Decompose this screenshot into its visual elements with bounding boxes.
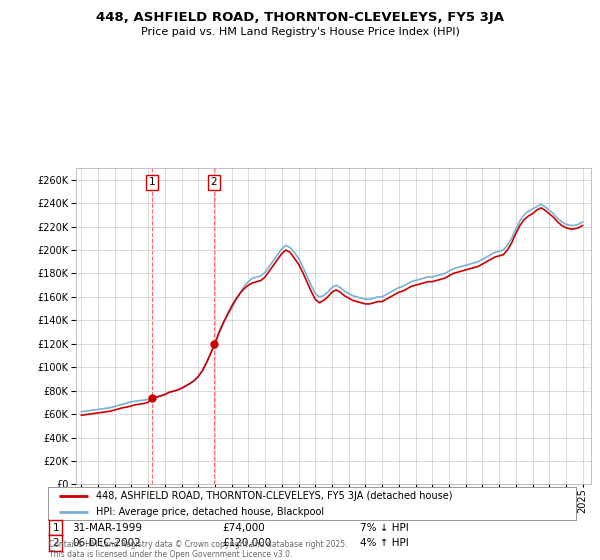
Text: 4% ↑ HPI: 4% ↑ HPI — [360, 538, 409, 548]
Text: 1: 1 — [52, 522, 59, 533]
Text: 06-DEC-2002: 06-DEC-2002 — [72, 538, 141, 548]
Text: 1: 1 — [149, 177, 155, 187]
Text: £74,000: £74,000 — [222, 522, 265, 533]
Text: 31-MAR-1999: 31-MAR-1999 — [72, 522, 142, 533]
Text: HPI: Average price, detached house, Blackpool: HPI: Average price, detached house, Blac… — [95, 507, 323, 516]
Text: Price paid vs. HM Land Registry's House Price Index (HPI): Price paid vs. HM Land Registry's House … — [140, 27, 460, 37]
Text: 448, ASHFIELD ROAD, THORNTON-CLEVELEYS, FY5 3JA: 448, ASHFIELD ROAD, THORNTON-CLEVELEYS, … — [96, 11, 504, 24]
Text: 2: 2 — [210, 177, 217, 187]
Text: Contains HM Land Registry data © Crown copyright and database right 2025.
This d: Contains HM Land Registry data © Crown c… — [49, 540, 348, 559]
Text: 2: 2 — [52, 538, 59, 548]
Text: 7% ↓ HPI: 7% ↓ HPI — [360, 522, 409, 533]
Text: £120,000: £120,000 — [222, 538, 271, 548]
Text: 448, ASHFIELD ROAD, THORNTON-CLEVELEYS, FY5 3JA (detached house): 448, ASHFIELD ROAD, THORNTON-CLEVELEYS, … — [95, 491, 452, 501]
